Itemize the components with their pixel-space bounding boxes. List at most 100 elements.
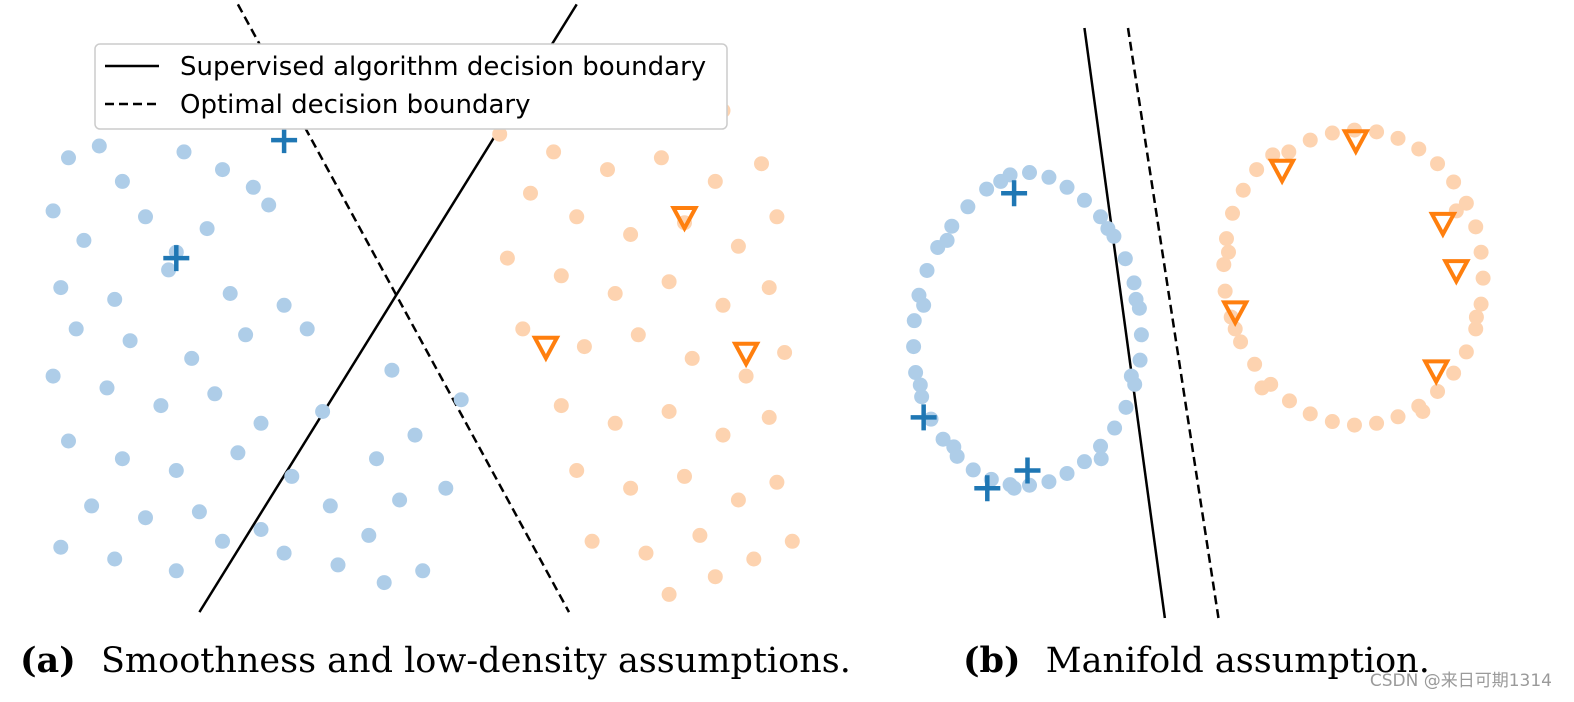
panel-a-blue-unlabeled-point — [84, 498, 100, 514]
panel-b-labeled-plus-marker — [1014, 457, 1041, 484]
panel-b-blue-unlabeled-point — [1059, 465, 1075, 481]
panel-a-orange-unlabeled-point — [692, 527, 708, 543]
panel-a-blue-unlabeled-point — [299, 321, 315, 337]
caption-a: (a) Smoothness and low-density assumptio… — [20, 640, 851, 681]
panel-b-orange-unlabeled-point — [1302, 406, 1318, 422]
panel-a-orange-unlabeled-point — [576, 339, 592, 355]
panel-a-orange-unlabeled-point — [777, 345, 793, 360]
panel-a-blue-unlabeled-point — [191, 504, 207, 520]
panel-b-blue-unlabeled-point — [979, 181, 995, 197]
legend-solid-label: Supervised algorithm decision boundary — [180, 52, 706, 82]
panel-a-blue-unlabeled-point — [253, 522, 269, 537]
caption-b-letter: (b) — [963, 640, 1021, 681]
panel-b-orange-unlabeled-point — [1468, 309, 1484, 325]
panel-a-orange-unlabeled-point — [553, 398, 569, 414]
panel-b-boundaries — [1083, 27, 1220, 619]
panel-a-orange-unlabeled-point — [684, 350, 700, 366]
panel-b-orange-unlabeled-point — [1390, 130, 1406, 146]
panel-a-orange-unlabeled-point — [623, 480, 639, 496]
panel-b-blue-unlabeled-point — [916, 297, 932, 313]
panel-a-orange-unlabeled-point — [607, 286, 623, 301]
panel-a-orange-unlabeled-point — [754, 156, 769, 172]
panel-b-labeled-triangle-marker — [1421, 359, 1451, 386]
panel-b-blue-unlabeled-point — [946, 439, 962, 455]
panel-a-blue-unlabeled-point — [199, 221, 215, 237]
panel-b-blue-unlabeled-point — [1133, 327, 1149, 343]
caption-b-text: Manifold assumption. — [1046, 641, 1430, 681]
panel-b-orange-unlabeled-point — [1369, 415, 1385, 431]
panel-b-orange-unlabeled-point — [1468, 219, 1484, 235]
panel-b-blue-unlabeled-point — [1107, 420, 1123, 436]
panel-a-orange-unlabeled-point — [769, 209, 785, 225]
panel-a-orange-unlabeled-point — [499, 250, 515, 266]
panel-a-orange-unlabeled-point — [746, 551, 762, 567]
panel-a-blue-unlabeled-point — [369, 451, 384, 467]
panel-a-orange-unlabeled-point — [761, 280, 777, 296]
panel-b-orange-unlabeled-point — [1227, 321, 1243, 337]
panel-b-supervised-boundary-line — [1083, 27, 1167, 619]
caption-b: (b) Manifold assumption. — [963, 640, 1430, 681]
panel-b-blue-unlabeled-point — [906, 313, 922, 329]
panel-b-orange-unlabeled-point — [1217, 283, 1233, 299]
panel-b-orange-unlabeled-point — [1249, 162, 1265, 178]
panel-b-orange-unlabeled-point — [1216, 257, 1232, 273]
panel-b-blue-unlabeled-point — [912, 377, 928, 393]
panel-a-orange-unlabeled-point — [515, 321, 531, 337]
panel-a-blue-unlabeled-point — [122, 333, 138, 349]
panel-b-orange-unlabeled-point — [1411, 141, 1427, 157]
panel-b-orange-unlabeled-point — [1390, 409, 1406, 425]
watermark: CSDN @来日可期1314 — [1370, 671, 1552, 691]
panel-a-blue-unlabeled-point — [315, 404, 331, 419]
panel-b-orange-unlabeled-point — [1468, 321, 1484, 337]
panel-a-orange-unlabeled-point — [784, 533, 800, 549]
panel-a-orange-unlabeled-point — [600, 162, 615, 178]
panel-b-labeled-triangle-marker — [1220, 300, 1250, 327]
panel-b-orange-unlabeled-point — [1254, 380, 1270, 396]
panel-b-blue-unlabeled-point — [1123, 368, 1139, 384]
legend-frame — [94, 43, 728, 130]
panel-a-blue-unlabeled-point — [438, 480, 454, 496]
panel-b-labeled-plus-marker — [910, 404, 937, 431]
panel-b-blue-unlabeled-point — [1022, 165, 1038, 181]
panel-a-blue-unlabeled-point — [215, 162, 230, 178]
panel-b-blue-unlabeled-point — [919, 262, 935, 278]
panel-a-blue-unlabeled-point — [284, 468, 300, 484]
panel-a-blue-unlabeled-point — [61, 433, 76, 449]
panel-b-orange-unlabeled-point — [1473, 244, 1489, 260]
panel-a-labeled-plus-marker — [163, 245, 190, 272]
panel-a-blue-unlabeled-point — [138, 209, 153, 225]
panel-a-blue-unlabeled-point — [384, 362, 400, 378]
panel-a-blue-unlabeled-point — [114, 173, 130, 189]
panel-a-blue-unlabeled-point — [99, 380, 115, 396]
caption-a-letter: (a) — [20, 640, 76, 681]
panel-a-orange-unlabeled-point — [584, 533, 600, 549]
panel-b-orange-unlabeled-point — [1346, 417, 1362, 433]
panel-b-blue-unlabeled-point — [1117, 251, 1133, 267]
panel-a-orange-unlabeled-point — [730, 238, 746, 254]
panel-b-orange-unlabeled-point — [1281, 393, 1297, 409]
panel-b-labeled-triangle-marker — [1441, 259, 1471, 286]
panel-a-orange-unlabeled-point — [661, 586, 677, 602]
panel-a-orange-unlabeled-point — [661, 274, 677, 290]
panel-b-blue-unlabeled-point — [1132, 352, 1148, 368]
panel-a-labeled-triangle-marker — [731, 341, 761, 369]
panel-b-labeled-triangle-marker — [1341, 129, 1371, 156]
panel-a-blue-unlabeled-point — [153, 398, 169, 414]
panel-a-blue-unlabeled-point — [322, 498, 338, 514]
panel-a-orange-unlabeled-point — [569, 463, 585, 478]
panel-b-orange-unlabeled-point — [1281, 144, 1297, 160]
panel-b-orange-unlabeled-point — [1369, 124, 1385, 140]
panel-b-labeled-triangle-marker — [1267, 158, 1297, 186]
panel-a-blue-unlabeled-point — [176, 144, 192, 160]
panel-a-orange-unlabeled-point — [761, 409, 777, 425]
panel-a-blue-unlabeled-point — [91, 138, 107, 154]
panel-a-blue-unlabeled-point — [45, 368, 61, 384]
panel-a-labeled-plus-marker — [271, 127, 298, 154]
panel-b-points — [906, 122, 1491, 502]
panel-b-blue-unlabeled-point — [1128, 291, 1144, 307]
panel-b-blue-unlabeled-point — [935, 431, 951, 447]
panel-b-optimal-boundary-line — [1126, 27, 1220, 619]
panel-a-orange-unlabeled-point — [707, 569, 723, 585]
caption-a-text: Smoothness and low-density assumptions. — [101, 641, 851, 681]
